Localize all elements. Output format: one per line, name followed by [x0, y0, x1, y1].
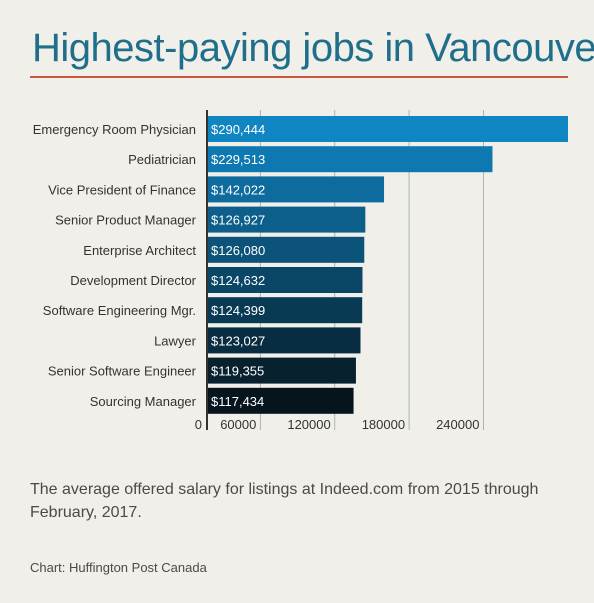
bar-value-label-7: $123,027 — [211, 333, 265, 348]
category-label-2: Vice President of Finance — [48, 182, 196, 197]
category-label-4: Enterprise Architect — [83, 243, 196, 258]
x-tick-label-240000: 240000 — [436, 417, 479, 432]
bar-value-label-1: $229,513 — [211, 152, 265, 167]
category-label-6: Software Engineering Mgr. — [43, 303, 196, 318]
category-label-3: Senior Product Manager — [55, 213, 197, 228]
x-tick-label-180000: 180000 — [362, 417, 405, 432]
category-label-5: Development Director — [70, 273, 196, 288]
category-label-1: Pediatrician — [128, 152, 196, 167]
bar-6 — [208, 297, 363, 324]
bar-5 — [208, 267, 363, 293]
bar-2 — [208, 176, 385, 203]
bar-0 — [208, 116, 568, 142]
bar-3 — [208, 206, 366, 233]
bar-value-label-5: $124,632 — [211, 273, 265, 288]
bar-value-label-3: $126,927 — [211, 213, 265, 228]
x-tick-label-120000: 120000 — [287, 417, 330, 432]
title-underline — [30, 76, 568, 78]
bar-value-label-2: $142,022 — [211, 182, 265, 197]
bar-1 — [208, 146, 493, 173]
x-tick-label-60000: 60000 — [220, 417, 256, 432]
category-label-7: Lawyer — [154, 333, 197, 348]
bar-value-label-4: $126,080 — [211, 243, 265, 258]
chart-caption: The average offered salary for listings … — [30, 481, 539, 521]
chart-source: Chart: Huffington Post Canada — [30, 560, 207, 575]
bar-value-label-0: $290,444 — [211, 122, 265, 137]
bar-4 — [208, 236, 365, 263]
chart-title: Highest-paying jobs in Vancouver — [32, 26, 594, 70]
bar-8 — [208, 357, 356, 384]
category-label-9: Sourcing Manager — [90, 394, 197, 409]
category-label-0: Emergency Room Physician — [33, 122, 196, 137]
bar-value-label-6: $124,399 — [211, 303, 265, 318]
bar-chart: $290,444 Emergency Room Physician $229,513… — [33, 110, 568, 432]
x-tick-label-0: 0 — [195, 417, 202, 432]
bar-9 — [208, 387, 354, 414]
bar-7 — [208, 327, 361, 354]
bar-value-label-9: $117,434 — [211, 394, 264, 409]
bar-value-label-8: $119,355 — [211, 364, 264, 379]
category-label-8: Senior Software Engineer — [48, 364, 197, 379]
